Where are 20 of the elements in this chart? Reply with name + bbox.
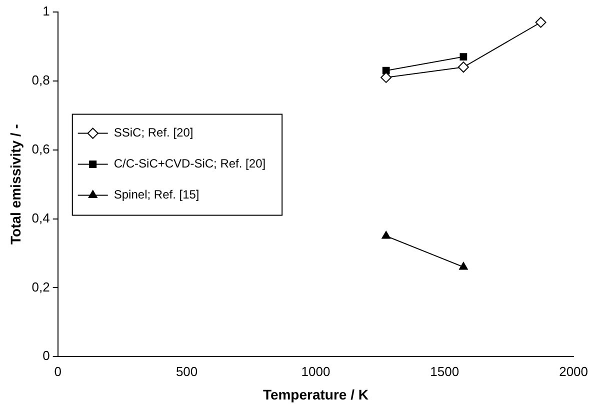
legend-label: C/C-SiC+CVD-SiC; Ref. [20] (114, 156, 266, 171)
y-tick-label: 1 (42, 4, 50, 19)
legend-label: Spinel; Ref. [15] (114, 188, 200, 202)
x-tick-label: 0 (54, 364, 62, 379)
x-tick-label: 1500 (430, 364, 460, 379)
y-tick-label: 0 (42, 348, 50, 364)
y-tick-label: 0,2 (32, 279, 50, 294)
y-tick-label: 0,8 (32, 72, 50, 88)
legend-label: SSiC; Ref. [20] (114, 126, 194, 140)
point (460, 53, 468, 60)
y-tick-label: 0,4 (32, 210, 50, 226)
x-tick-label: 500 (176, 364, 198, 379)
point (535, 16, 546, 28)
y-tick-label: 0,6 (32, 141, 50, 156)
x-tick-label: 1000 (301, 364, 330, 379)
x-axis-title: Temperature / K (262, 386, 368, 402)
point (380, 72, 392, 83)
y-axis-title: Total emissivity / - (7, 124, 24, 244)
point (458, 62, 469, 73)
x-tick-label: 2000 (559, 364, 588, 379)
